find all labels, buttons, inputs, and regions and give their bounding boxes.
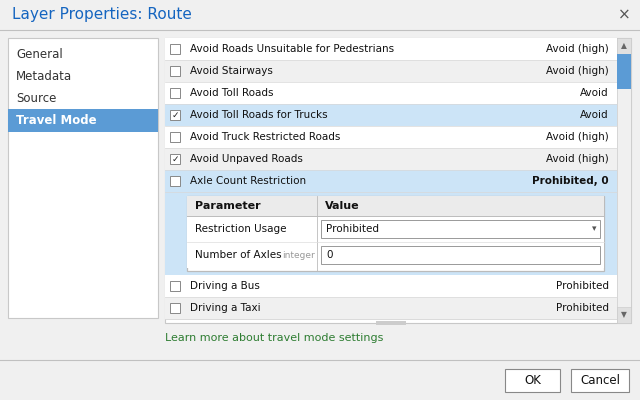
Bar — [617, 54, 631, 89]
Bar — [165, 148, 617, 170]
Bar — [170, 154, 180, 164]
Text: Avoid Toll Roads: Avoid Toll Roads — [190, 88, 273, 98]
Bar — [170, 44, 180, 54]
Text: Avoid Unpaved Roads: Avoid Unpaved Roads — [190, 154, 303, 164]
Bar — [187, 242, 604, 268]
Text: OK: OK — [524, 374, 541, 386]
Bar — [165, 275, 617, 297]
Bar — [321, 220, 600, 238]
Bar — [187, 196, 604, 271]
Bar — [170, 110, 180, 120]
Text: Driving a Taxi: Driving a Taxi — [190, 303, 260, 313]
Bar — [165, 192, 617, 277]
Text: 0: 0 — [326, 250, 333, 260]
Text: Learn more about travel mode settings: Learn more about travel mode settings — [165, 333, 383, 343]
Bar — [0, 360, 640, 400]
Text: Layer Properties: Route: Layer Properties: Route — [12, 8, 192, 22]
Text: Prohibited, 0: Prohibited, 0 — [532, 176, 609, 186]
Bar — [165, 104, 617, 126]
Bar — [170, 66, 180, 76]
Text: Prohibited: Prohibited — [556, 281, 609, 291]
Bar — [187, 216, 604, 242]
Text: Avoid: Avoid — [580, 88, 609, 98]
Text: Avoid Toll Roads for Trucks: Avoid Toll Roads for Trucks — [190, 110, 328, 120]
Bar — [376, 321, 406, 325]
Bar — [165, 82, 617, 104]
Bar — [321, 246, 600, 264]
Bar — [8, 109, 158, 132]
Text: Avoid (high): Avoid (high) — [547, 132, 609, 142]
Text: General: General — [16, 48, 63, 60]
Text: ▲: ▲ — [621, 42, 627, 50]
Text: Number of Axles: Number of Axles — [195, 250, 282, 260]
Bar — [187, 196, 604, 216]
Bar — [8, 38, 158, 318]
Bar — [165, 60, 617, 82]
Bar — [165, 170, 617, 192]
Bar — [0, 30, 640, 360]
Text: Cancel: Cancel — [580, 374, 620, 386]
Text: integer: integer — [282, 250, 315, 260]
Text: Value: Value — [325, 201, 360, 211]
Text: ✓: ✓ — [172, 110, 179, 120]
Text: Avoid Stairways: Avoid Stairways — [190, 66, 273, 76]
Bar — [170, 303, 180, 313]
Bar — [170, 176, 180, 186]
Text: Travel Mode: Travel Mode — [16, 114, 97, 126]
Text: ▾: ▾ — [591, 224, 596, 234]
Bar — [165, 126, 617, 148]
Text: Avoid Truck Restricted Roads: Avoid Truck Restricted Roads — [190, 132, 340, 142]
Text: Prohibited: Prohibited — [326, 224, 379, 234]
Bar — [170, 132, 180, 142]
Bar — [170, 281, 180, 291]
Bar — [505, 368, 560, 392]
Bar — [165, 38, 617, 60]
Text: Driving a Bus: Driving a Bus — [190, 281, 260, 291]
Bar — [617, 307, 631, 323]
Bar — [165, 297, 617, 319]
Bar — [617, 38, 631, 54]
Text: ×: × — [618, 8, 630, 22]
Bar — [571, 368, 629, 392]
Text: Avoid: Avoid — [580, 110, 609, 120]
Text: Source: Source — [16, 92, 56, 104]
Text: Avoid (high): Avoid (high) — [547, 154, 609, 164]
Text: Restriction Usage: Restriction Usage — [195, 224, 287, 234]
Text: Axle Count Restriction: Axle Count Restriction — [190, 176, 306, 186]
Text: ✓: ✓ — [172, 154, 179, 164]
Bar — [165, 38, 631, 323]
Text: Avoid (high): Avoid (high) — [547, 44, 609, 54]
Text: Metadata: Metadata — [16, 70, 72, 82]
Bar — [0, 0, 640, 30]
Text: Prohibited: Prohibited — [556, 303, 609, 313]
Bar — [617, 38, 631, 323]
Text: Avoid (high): Avoid (high) — [547, 66, 609, 76]
Text: Avoid Roads Unsuitable for Pedestrians: Avoid Roads Unsuitable for Pedestrians — [190, 44, 394, 54]
Text: Parameter: Parameter — [195, 201, 260, 211]
Bar — [170, 88, 180, 98]
Text: ▼: ▼ — [621, 310, 627, 320]
